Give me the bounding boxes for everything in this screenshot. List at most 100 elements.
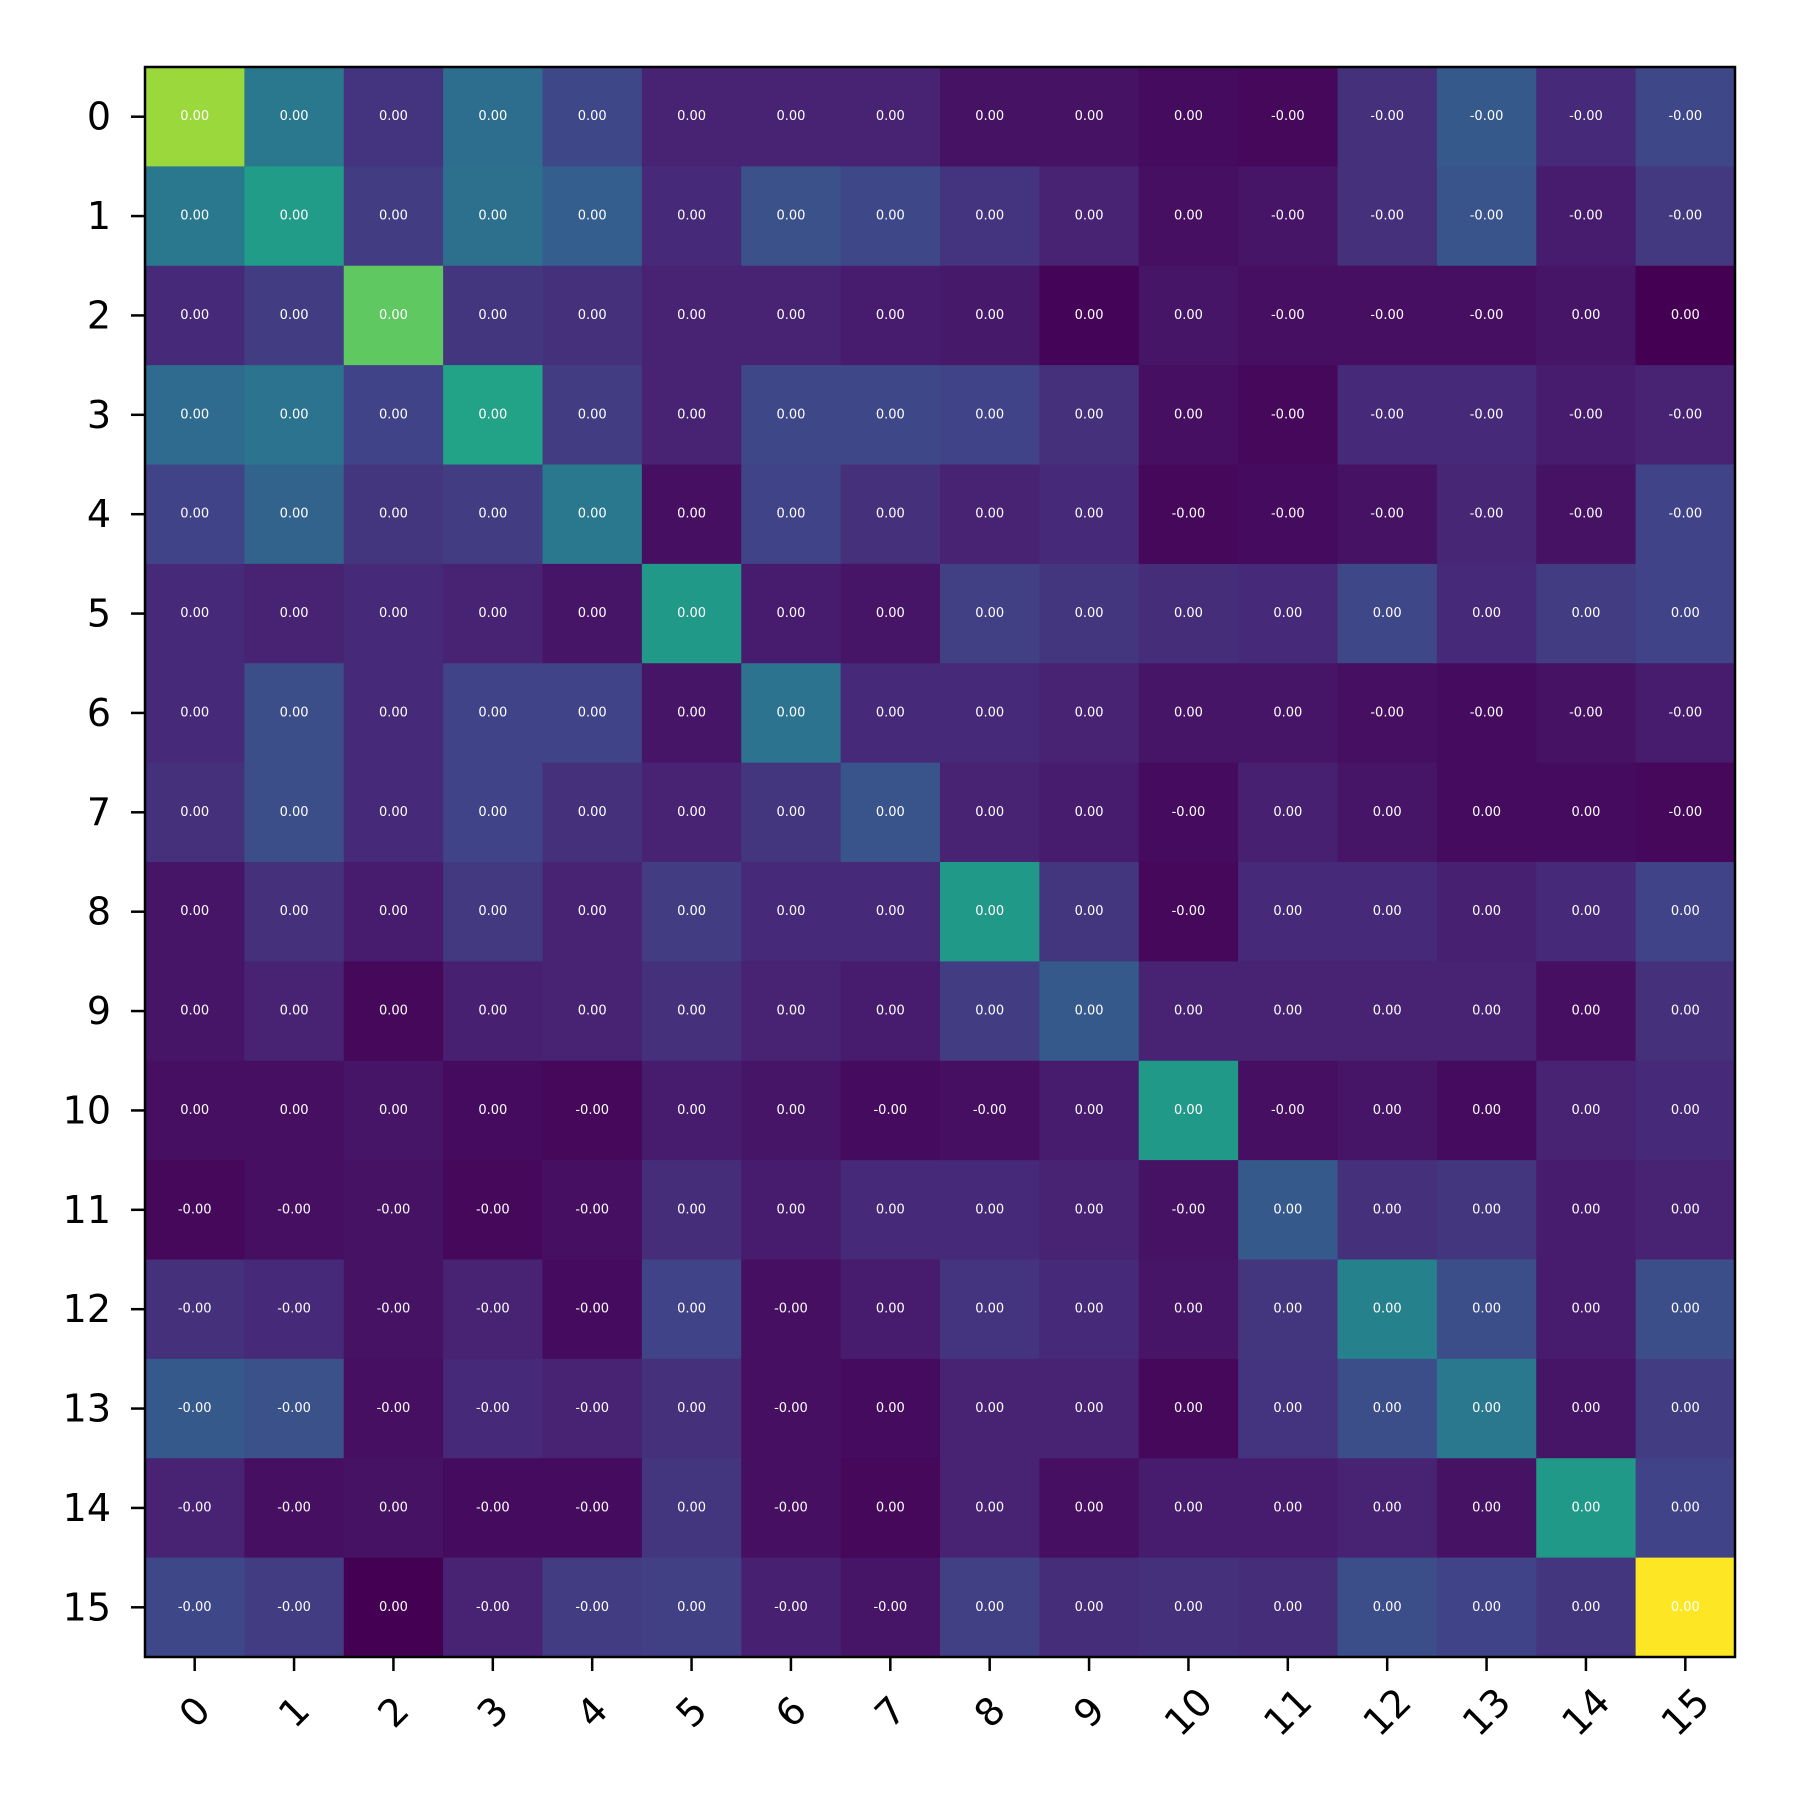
heatmap-cell [840,166,941,267]
cell-value-label: 0.00 [280,407,309,422]
cell-value-label: 0.00 [1174,308,1203,323]
heatmap-cell [443,563,543,664]
x-tick-label: 7 [866,1688,914,1736]
heatmap-cell [542,1458,643,1559]
heatmap-cell [641,464,742,565]
heatmap-cell [1238,563,1338,664]
cell-value-label: 0.00 [379,705,408,720]
heatmap-cell [641,166,742,267]
cell-value-label: -0.00 [1370,308,1404,323]
cell-value-label: 0.00 [379,209,408,224]
heatmap-cell [542,464,643,565]
cell-value-label: 0.00 [280,1103,309,1118]
heatmap-cell [1138,762,1239,863]
heatmap-cell [343,961,444,1062]
x-tick-label: 8 [966,1688,1014,1736]
cell-value-label: -0.00 [973,1103,1007,1118]
cell-value-label: 0.00 [1373,1302,1402,1317]
heatmap-cell [542,365,643,465]
heatmap-cell [244,464,345,565]
plot-frame [143,65,1737,1659]
heatmap-cell [145,1458,245,1559]
cell-value-label: -0.00 [476,1202,510,1217]
y-tick-label: 11 [63,1188,111,1232]
cell-value-label: 0.00 [379,805,408,820]
heatmap-cell [443,1160,543,1260]
heatmap-cell [1536,365,1637,465]
heatmap-cell [244,1060,345,1161]
heatmap-cell [542,961,643,1062]
cell-value-label: 0.00 [776,805,805,820]
cell-value-label: 0.00 [478,109,507,124]
cell-value-label: 0.00 [677,904,706,919]
cell-value-label: -0.00 [1271,109,1305,124]
cell-value-label: 0.00 [1373,1103,1402,1118]
cell-value-label: -0.00 [1668,805,1702,820]
cell-value-label: -0.00 [178,1600,212,1615]
heatmap-cell [1635,67,1736,167]
cell-value-label: 0.00 [876,407,905,422]
y-tick-label: 5 [87,592,111,636]
cell-value-label: -0.00 [873,1600,907,1615]
heatmap-cell [1436,563,1537,664]
cell-value-label: -0.00 [1370,705,1404,720]
heatmap-cell [1635,663,1736,764]
cell-value-label: 0.00 [677,1004,706,1019]
cell-value-label: 0.00 [677,209,706,224]
heatmap-cell [1138,265,1239,366]
cell-value-label: 0.00 [280,805,309,820]
cell-value-label: 0.00 [975,507,1004,522]
heatmap-cell [244,265,345,366]
cell-value-label: -0.00 [1172,805,1206,820]
cell-value-label: 0.00 [478,209,507,224]
cell-value-label: 0.00 [1174,1302,1203,1317]
cell-value-label: 0.00 [1273,606,1302,621]
x-tick-label: 12 [1355,1679,1420,1744]
cell-value-label: 0.00 [876,507,905,522]
cell-value-label: 0.00 [975,904,1004,919]
heatmap-cell [443,67,543,167]
cell-value-label: 0.00 [1174,1500,1203,1515]
heatmap-cell [1337,762,1438,863]
cell-value-label: 0.00 [578,606,607,621]
heatmap-cell [940,663,1040,764]
heatmap-cell [641,563,742,664]
y-tick-label: 3 [87,393,111,437]
y-tick-label: 8 [87,890,111,934]
heatmap-cell [641,1458,742,1559]
heatmap-cell [641,961,742,1062]
heatmap-cell [542,166,643,267]
cell-value-label: 0.00 [975,407,1004,422]
heatmap-cell [1635,762,1736,863]
heatmap-cell [343,1358,444,1459]
cell-value-label: 0.00 [1075,805,1104,820]
cell-value-label: 0.00 [478,507,507,522]
heatmap-cell [741,663,842,764]
cell-value-label: 0.00 [1075,1600,1104,1615]
heatmap-cell [1337,1160,1438,1260]
heatmap-cell [145,67,245,167]
cell-value-label: 0.00 [1075,407,1104,422]
heatmap-cell [1337,1259,1438,1360]
heatmap-cell [343,265,444,366]
heatmap-cell [145,1557,245,1658]
heatmap-cell [1039,464,1140,565]
cell-value-label: -0.00 [277,1600,311,1615]
cell-value-label: 0.00 [1273,805,1302,820]
heatmap-cell [1039,166,1140,267]
cell-value-label: 0.00 [1075,1401,1104,1416]
heatmap-cell [840,1557,941,1658]
cell-value-label: 0.00 [1075,1004,1104,1019]
heatmap-cell [741,1358,842,1459]
cell-value-label: 0.00 [379,606,408,621]
heatmap-cell [1039,961,1140,1062]
cell-value-label: 0.00 [1472,1302,1501,1317]
heatmap-cell [443,762,543,863]
cell-value-label: 0.00 [1273,1500,1302,1515]
cell-value-label: 0.00 [1571,805,1600,820]
heatmap-cell [1536,663,1637,764]
cell-value-label: 0.00 [180,904,209,919]
heatmap-cell [1138,464,1239,565]
cell-value-label: 0.00 [1373,606,1402,621]
